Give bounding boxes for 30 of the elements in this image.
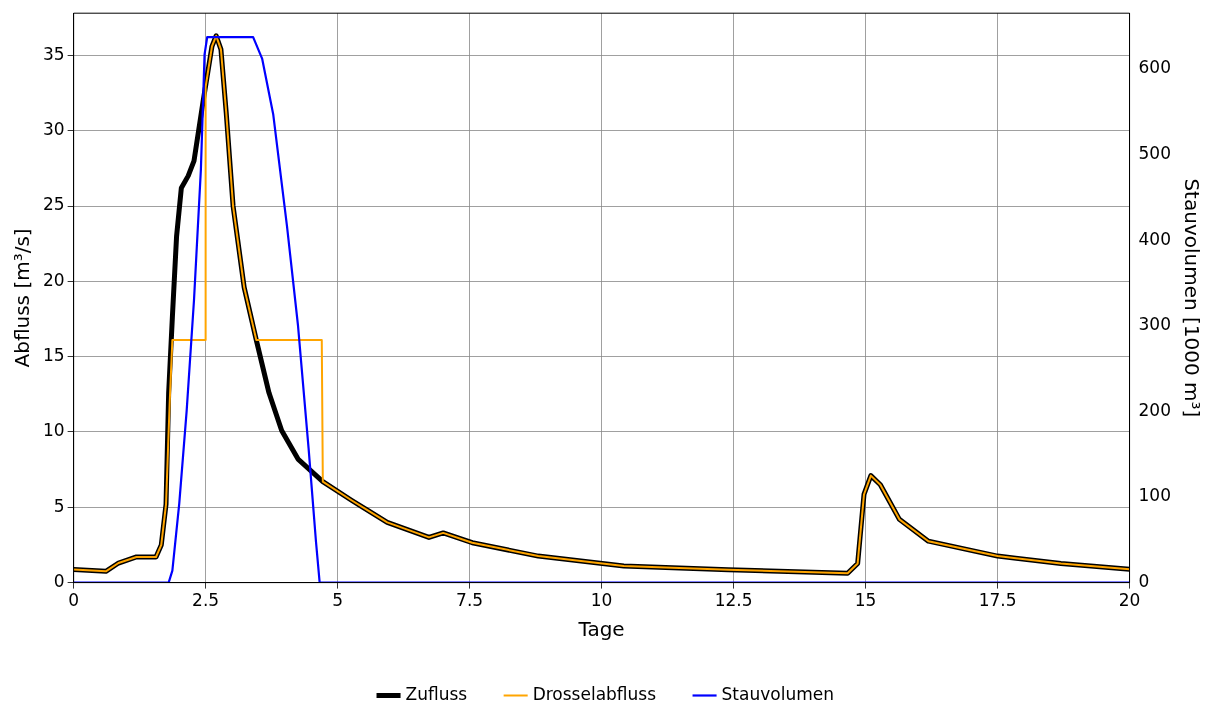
legend-label: Stauvolumen bbox=[721, 683, 834, 704]
y-tick-label: 0 bbox=[53, 571, 65, 592]
x-tick-label: 7.5 bbox=[456, 590, 484, 611]
x-tick-label: 17.5 bbox=[978, 590, 1017, 611]
legend-label: Zufluss bbox=[405, 683, 468, 704]
x-tick-label: 15 bbox=[854, 590, 877, 611]
y-tick-label: 20 bbox=[42, 269, 65, 290]
legend-label: Drosselabfluss bbox=[532, 683, 657, 704]
y-tick-label: 5 bbox=[53, 495, 65, 516]
x-tick-label: 5 bbox=[332, 590, 344, 611]
y-axis-title: Abfluss [m³/s] bbox=[10, 228, 35, 368]
y-tick-label: 30 bbox=[42, 119, 65, 140]
y2-tick-label: 400 bbox=[1138, 228, 1172, 249]
y-tick-label: 15 bbox=[42, 345, 65, 366]
y2-tick-label: 500 bbox=[1138, 142, 1172, 163]
x-tick-label: 2.5 bbox=[192, 590, 220, 611]
x-tick-label: 20 bbox=[1118, 590, 1141, 611]
x-tick-label: 0 bbox=[68, 590, 80, 611]
y2-tick-label: 0 bbox=[1138, 571, 1150, 592]
x-tick-label: 12.5 bbox=[714, 590, 753, 611]
y2-tick-label: 200 bbox=[1138, 399, 1172, 420]
x-axis-title: Tage bbox=[577, 617, 625, 642]
y-tick-label: 10 bbox=[42, 420, 65, 441]
y-tick-label: 25 bbox=[42, 194, 65, 215]
y2-tick-label: 600 bbox=[1138, 57, 1172, 78]
x-tick-label: 10 bbox=[590, 590, 613, 611]
y-tick-label: 35 bbox=[42, 43, 65, 64]
y2-axis-title: Stauvolumen [1000 m³] bbox=[1179, 178, 1204, 418]
y2-tick-label: 300 bbox=[1138, 314, 1172, 335]
y2-tick-label: 100 bbox=[1138, 485, 1172, 506]
